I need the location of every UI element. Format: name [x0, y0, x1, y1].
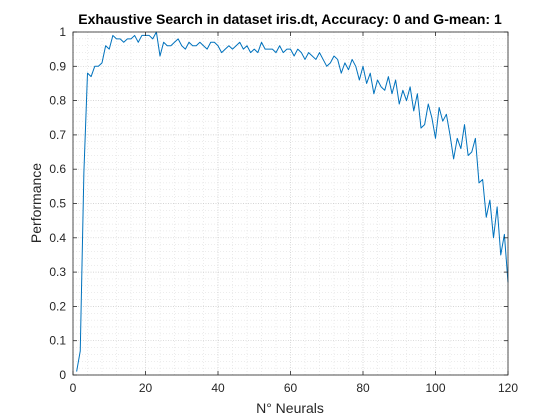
major-grid	[72, 31, 509, 376]
x-tick-label: 60	[284, 381, 298, 395]
chart-title: Exhaustive Search in dataset iris.dt, Ac…	[78, 11, 502, 27]
y-tick-label: 0.9	[49, 59, 66, 73]
y-tick-label: 0.3	[49, 265, 66, 279]
y-tick-label: 0.8	[49, 94, 66, 108]
y-tick-label: 0	[59, 368, 66, 382]
y-tick-label: 0.2	[49, 299, 66, 313]
series-layer	[76, 31, 509, 372]
y-tick-label: 0.1	[49, 334, 66, 348]
y-tick-label: 0.4	[49, 231, 66, 245]
x-tick-label: 0	[70, 381, 77, 395]
series-line	[76, 31, 509, 372]
y-tick-label: 0.6	[49, 162, 66, 176]
axes-layer	[72, 31, 509, 376]
x-tick-label: 120	[498, 381, 518, 395]
x-tick-label: 100	[425, 381, 445, 395]
tick-labels: 0 20 40 60 80 100 120 0 0.1 0.2 0.3 0.4 0.5 0.6 0.7 0.8…	[49, 25, 518, 395]
x-tick-label: 40	[211, 381, 225, 395]
y-tick-label: 0.7	[49, 128, 66, 142]
y-axis-label: Performance	[28, 163, 44, 243]
y-tick-label: 1	[59, 25, 66, 39]
x-axis-label: N° Neurals	[256, 400, 324, 416]
x-tick-label: 20	[139, 381, 153, 395]
x-tick-label: 80	[356, 381, 370, 395]
y-tick-label: 0.5	[49, 197, 66, 211]
